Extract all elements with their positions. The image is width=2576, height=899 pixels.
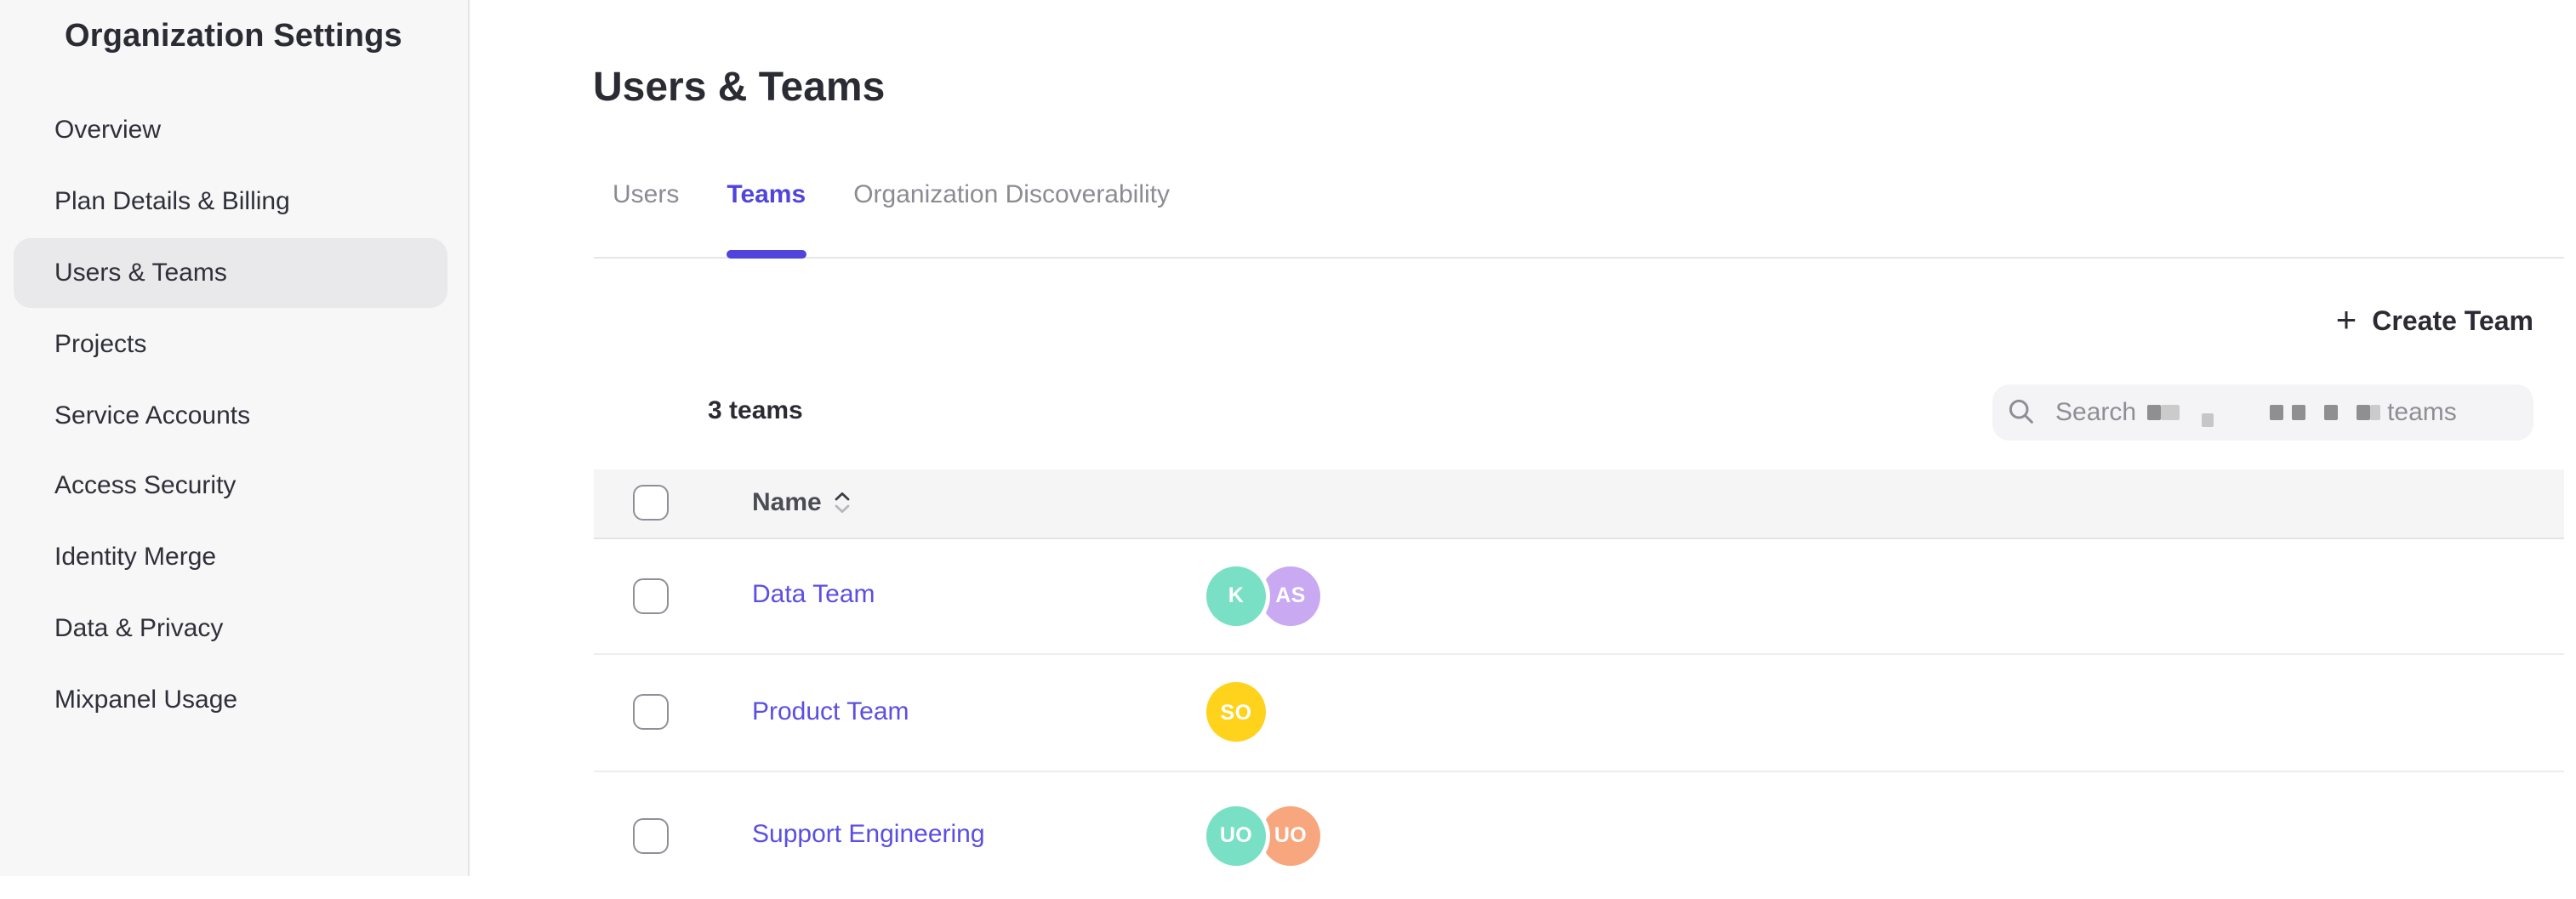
redacted-block [2146,404,2161,419]
team-count-label: 3 teams [708,396,803,425]
sidebar-item-mixpanel-usage[interactable]: Mixpanel Usage [54,685,238,714]
avatar: K [1206,566,1266,626]
sidebar-item-plan-details-billing[interactable]: Plan Details & Billing [54,187,290,217]
tab-bar: Users Teams Organization Discoverability [593,170,2564,259]
organization-settings-page: Organization Settings Overview Plan Deta… [0,0,2576,876]
sidebar-item-service-accounts[interactable]: Service Accounts [54,401,251,430]
team-link-data-team[interactable]: Data Team [752,580,875,610]
sidebar-item-data-privacy[interactable]: Data & Privacy [54,613,224,643]
sort-icon [834,492,851,514]
table-header-row: Name [593,469,2564,538]
main-content: Users & Teams Users Teams Organization D… [471,0,2576,876]
table-row: Product Team SO [593,655,2564,771]
redacted-block [2324,404,2339,419]
page-title: Users & Teams [593,65,886,111]
create-team-label: Create Team [2372,308,2533,337]
search-icon [2008,398,2035,425]
tab-users[interactable]: Users [613,180,680,209]
row-checkbox[interactable] [633,817,669,853]
redacted-block [2292,404,2305,419]
settings-sidebar: Organization Settings Overview Plan Deta… [0,0,470,876]
sidebar-item-access-security[interactable]: Access Security [54,471,237,501]
sidebar-nav: Overview Plan Details & Billing Users & … [0,95,468,735]
team-link-product-team[interactable]: Product Team [752,697,909,726]
sidebar-item-users-teams[interactable]: Users & Teams [14,237,447,309]
table-row: Data Team K AS [593,538,2564,655]
avatar: SO [1206,682,1266,743]
redacted-block [2370,404,2380,419]
avatar: UO [1261,805,1320,865]
table-row: Support Engineering UO UO [593,771,2564,899]
row-checkbox[interactable] [633,694,669,731]
member-avatars: UO UO [1206,805,1320,865]
avatar: UO [1206,805,1266,865]
teams-table: Name Data Team K AS [593,469,2564,899]
sidebar-item-projects[interactable]: Projects [54,329,147,359]
search-input[interactable]: Search teams [1992,384,2533,440]
search-placeholder: Search teams [2055,397,2457,427]
redacted-block [2160,404,2180,419]
redacted-block [2201,413,2214,427]
tab-organization-discoverability[interactable]: Organization Discoverability [853,180,1171,209]
sidebar-item-overview[interactable]: Overview [54,116,162,145]
tab-teams[interactable]: Teams [727,170,807,259]
sidebar-title: Organization Settings [65,19,402,54]
team-link-support-engineering[interactable]: Support Engineering [752,820,985,849]
row-checkbox[interactable] [633,578,669,614]
plus-icon: + [2335,301,2357,340]
member-avatars: SO [1206,682,1266,743]
sidebar-item-identity-merge[interactable]: Identity Merge [54,543,217,572]
create-team-button[interactable]: + Create Team [2336,303,2533,339]
member-avatars: K AS [1206,566,1320,626]
name-column-sort[interactable]: Name [752,488,851,517]
avatar: AS [1261,566,1320,626]
name-column-label: Name [752,488,822,517]
redacted-block [2357,404,2371,419]
select-all-checkbox[interactable] [633,485,669,521]
redacted-block [2269,404,2283,419]
